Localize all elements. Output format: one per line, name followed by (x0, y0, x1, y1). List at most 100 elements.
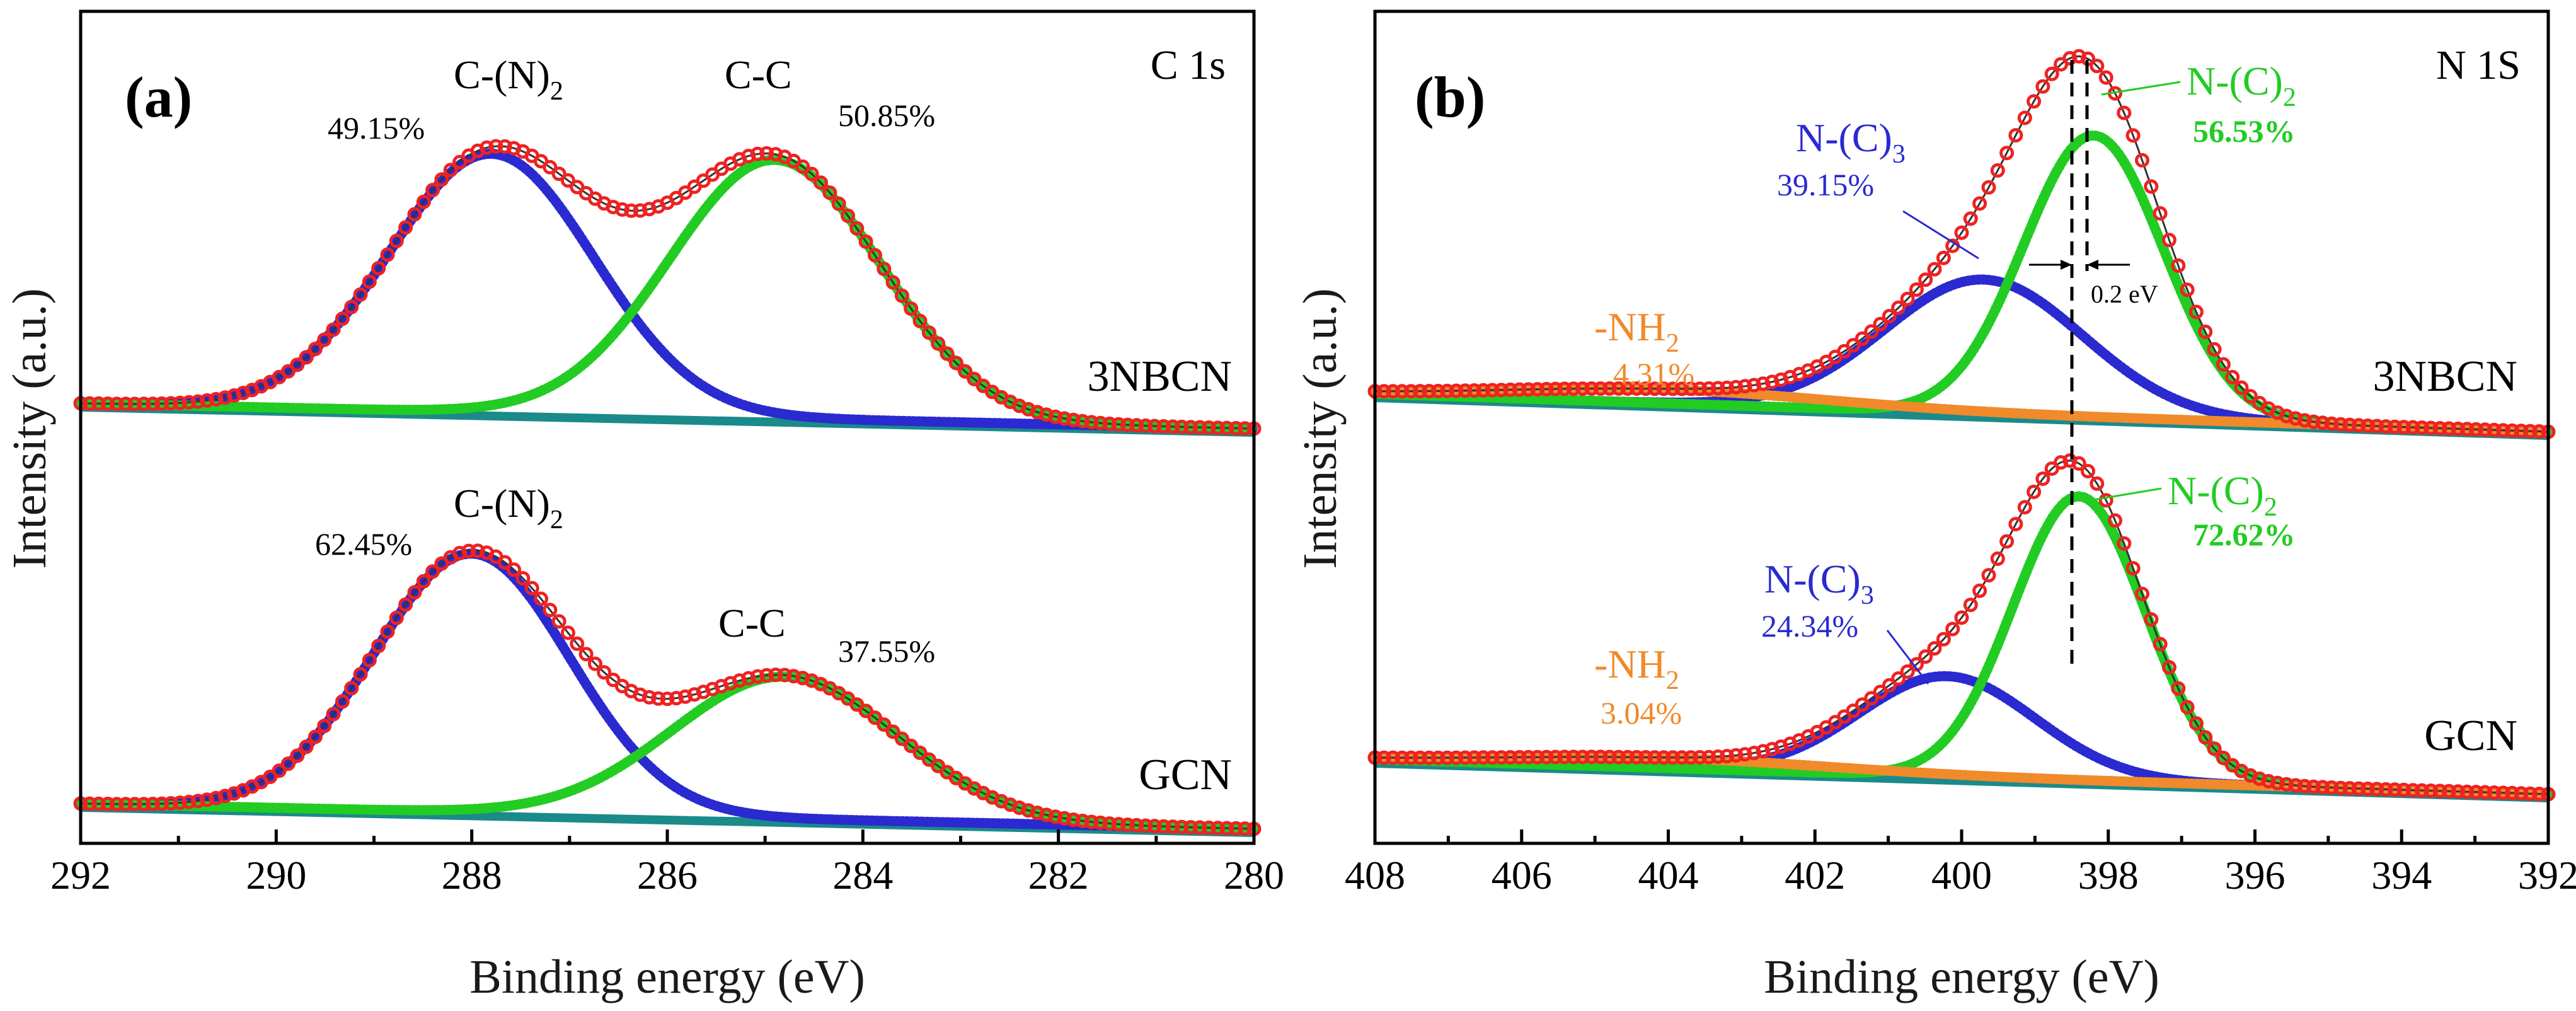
envelope-point (669, 691, 684, 706)
envelope-point (1756, 744, 1771, 759)
envelope-point (308, 729, 323, 744)
envelope-point (2297, 413, 2312, 428)
envelope-point (2478, 422, 2493, 437)
envelope-point (173, 795, 188, 811)
panel-a-x-ticks: 292 290 288 286 284 282 280 (50, 829, 1284, 898)
envelope-point (1422, 384, 1437, 398)
envelope-point (678, 689, 693, 704)
b-shift-annotation: 0.2 eV (2091, 280, 2158, 308)
envelope-point (1192, 420, 1207, 435)
envelope-point (299, 350, 314, 365)
envelope-point (362, 274, 377, 289)
x-tick-label: 284 (832, 853, 893, 898)
envelope-point (1873, 316, 1888, 332)
envelope-point (524, 581, 539, 596)
envelope-point (2035, 471, 2050, 486)
envelope-point (795, 159, 810, 174)
envelope-point (2378, 419, 2393, 434)
envelope-point (118, 396, 134, 412)
envelope-point (127, 396, 142, 412)
envelope-point (1593, 381, 1608, 396)
envelope-point (1584, 381, 1599, 396)
envelope-point (551, 166, 566, 182)
envelope-point (1575, 749, 1590, 765)
envelope-point (200, 792, 214, 807)
envelope-point (2505, 423, 2520, 438)
panel-b-letter: (b) (1415, 65, 1485, 129)
envelope-point (759, 667, 774, 683)
b-gcn-nc3-label: N-(C)3 (1764, 557, 1874, 610)
envelope-point (741, 149, 756, 163)
x-tick-label: 280 (1224, 853, 1284, 898)
x-tick-label: 398 (2078, 853, 2139, 898)
b-3nbcn-nc3-label: N-(C)3 (1796, 115, 1906, 169)
envelope-point (1174, 419, 1189, 434)
envelope-point (2441, 783, 2456, 799)
x-tick-label: 282 (1028, 853, 1089, 898)
x-tick-label: 392 (2518, 853, 2576, 898)
envelope-point (353, 287, 368, 302)
envelope-point (1665, 381, 1681, 396)
envelope-point (534, 591, 548, 606)
envelope-point (831, 196, 846, 211)
envelope-point (1512, 382, 1527, 397)
envelope-point (1936, 632, 1951, 647)
envelope-point (1238, 821, 1253, 836)
envelope-point (2234, 380, 2249, 395)
envelope-point (1057, 811, 1072, 826)
envelope-point (154, 396, 170, 411)
envelope-point (398, 597, 413, 612)
envelope-point (1376, 384, 1391, 399)
envelope-point (1219, 420, 1234, 436)
panel-b-n1s: 408 406 404 402 400 398 396 394 392 (b) N 1S Bin… (1294, 9, 2576, 1003)
envelope-point (2360, 419, 2375, 433)
envelope-point (1413, 384, 1428, 399)
envelope-point (335, 694, 350, 709)
b-3nbcn-nc3-pct: 39.15% (1777, 167, 1874, 202)
envelope-point (1891, 671, 1906, 686)
envelope-point (2351, 781, 2366, 796)
envelope-point (2468, 422, 2483, 437)
envelope-point (849, 221, 865, 236)
envelope-point (1747, 378, 1762, 393)
envelope-point (2216, 751, 2231, 765)
panel-b-y-axis-label: Intensity (a.u.) (1294, 288, 1347, 569)
panel-b-x-axis-label: Binding energy (eV) (1764, 950, 2159, 1003)
envelope-point (2125, 128, 2141, 143)
envelope-point (894, 731, 909, 746)
envelope-point (885, 724, 900, 739)
envelope-point (1138, 818, 1153, 833)
envelope-point (1693, 381, 1708, 396)
envelope-point (2405, 420, 2420, 435)
envelope-point (425, 183, 440, 198)
envelope-point (2198, 730, 2213, 745)
envelope-point (1638, 381, 1653, 396)
envelope-point (2451, 784, 2466, 799)
envelope-point (1656, 381, 1671, 396)
envelope-point (2388, 782, 2402, 797)
envelope-point (1458, 383, 1473, 398)
envelope-point (2279, 777, 2294, 792)
envelope-point (515, 571, 531, 586)
b-gcn-nc2-leader (2085, 487, 2162, 502)
envelope-point (1602, 381, 1617, 396)
envelope-point (190, 394, 205, 409)
panel-a-sample-gcn: GCN (1139, 751, 1232, 799)
envelope-point (904, 738, 919, 753)
b-3nbcn-nc3-leader (1902, 210, 1979, 260)
envelope-point (127, 797, 142, 812)
envelope-point (2415, 420, 2429, 435)
b-gcn-nh2-label: -NH2 (1594, 642, 1679, 695)
envelope-point (1701, 749, 1716, 765)
envelope-point (2532, 787, 2547, 802)
envelope-point (587, 656, 602, 671)
envelope-point (2522, 786, 2538, 801)
envelope-point (877, 717, 892, 732)
envelope-point (894, 288, 909, 303)
panel-a-spectrum-label: C 1s (1151, 42, 1226, 88)
envelope-point (1066, 812, 1081, 827)
envelope-point (1048, 809, 1063, 824)
envelope-point (2171, 258, 2186, 273)
envelope-point (1846, 338, 1861, 353)
